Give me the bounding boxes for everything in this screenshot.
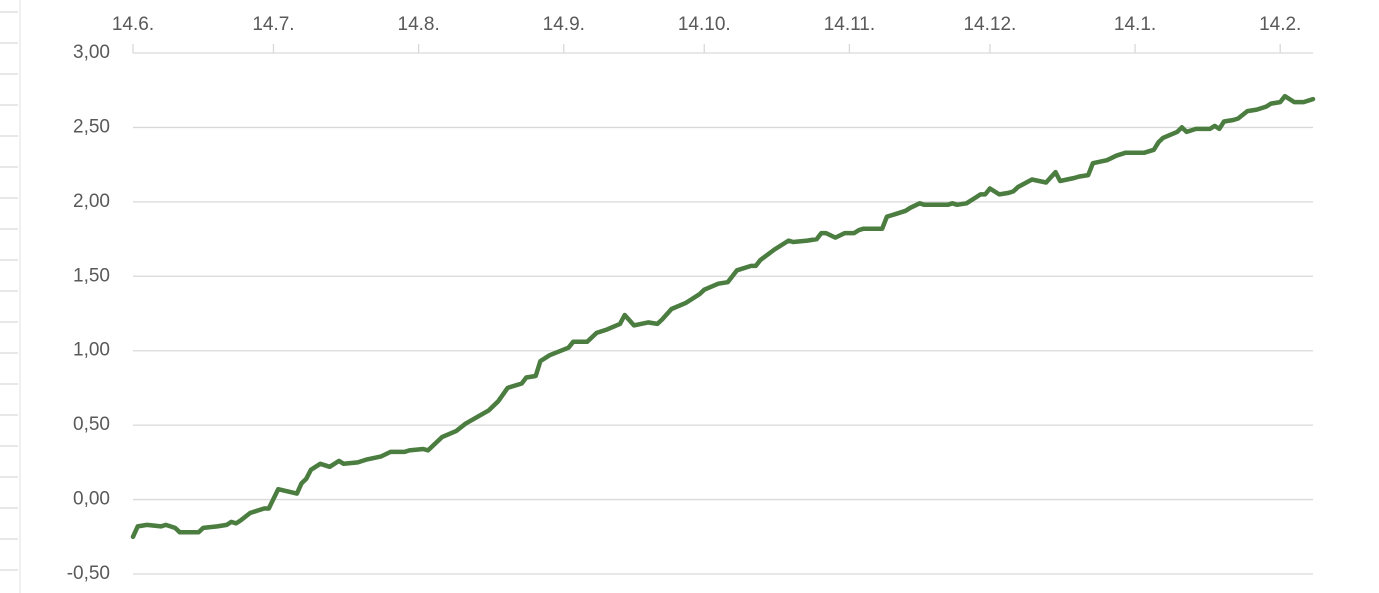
x-tick-label: 14.2. xyxy=(1259,14,1301,35)
y-tick-label: 1,00 xyxy=(73,340,110,361)
y-tick-label: -0,50 xyxy=(67,563,110,584)
x-tick-label: 14.8. xyxy=(398,14,440,35)
x-tick-label: 14.9. xyxy=(543,14,585,35)
y-tick-label: 2,00 xyxy=(73,191,110,212)
x-tick-label: 14.10. xyxy=(678,14,731,35)
x-tick-label: 14.12. xyxy=(963,14,1016,35)
x-tick-label: 14.11. xyxy=(824,14,875,35)
y-tick-label: 0,00 xyxy=(73,489,110,510)
y-tick-label: 3,00 xyxy=(73,42,110,63)
x-tick-label: 14.7. xyxy=(252,14,294,35)
y-tick-label: 2,50 xyxy=(73,116,110,137)
y-tick-label: 0,50 xyxy=(73,414,110,435)
y-tick-label: 1,50 xyxy=(73,265,110,286)
data-line xyxy=(130,93,1316,540)
x-tick-label: 14.1. xyxy=(1114,14,1156,35)
x-tick-label: 14.6. xyxy=(112,14,154,35)
